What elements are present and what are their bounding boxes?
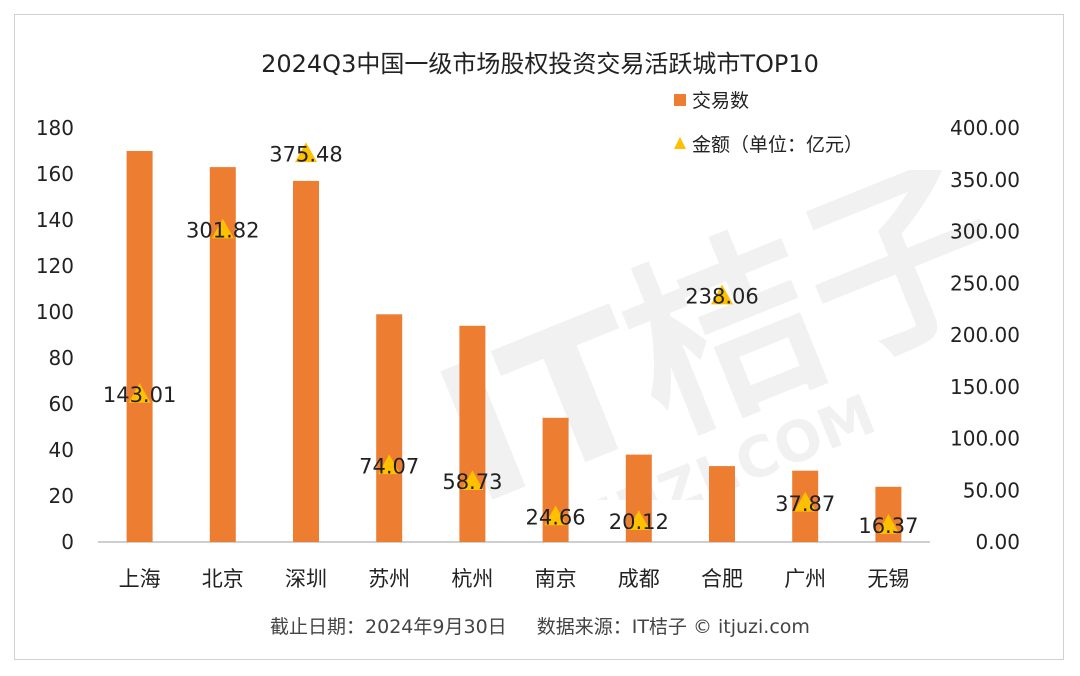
category-label: 深圳: [285, 567, 327, 591]
category-label: 南京: [535, 567, 577, 591]
amount-marker: [711, 284, 733, 305]
category-label: 北京: [202, 567, 244, 591]
right-tick-label: 250.00: [950, 271, 1020, 295]
category-labels: 上海 北京 深圳 苏州 杭州 南京 成都 合肥 广州 无锡: [119, 567, 910, 591]
amount-data-label: 74.07: [359, 454, 419, 478]
bar: [459, 325, 486, 542]
legend: 交易数 金额（单位：亿元）: [674, 90, 863, 156]
amount-marker: [877, 514, 900, 534]
category-label: 无锡: [867, 567, 909, 591]
bar: [126, 151, 153, 542]
right-tick-label: 150.00: [950, 375, 1020, 399]
category-label: 合肥: [701, 567, 743, 591]
left-tick-label: 140: [36, 208, 74, 232]
right-tick-label: 0.00: [975, 530, 1020, 554]
right-tick-label: 300.00: [950, 220, 1020, 244]
left-tick-label: 80: [49, 346, 74, 370]
amount-marker: [794, 491, 817, 512]
category-label: 苏州: [368, 567, 410, 591]
footer-source: 数据来源：IT桔子 © itjuzi.com: [536, 616, 810, 638]
amount-marker: [295, 142, 317, 163]
legend-marker-label: 金额（单位：亿元）: [692, 134, 863, 156]
category-label: 上海: [119, 567, 161, 591]
left-tick-label: 180: [36, 116, 74, 140]
left-axis: 0 20 40 60 80 100 120 140 160 180: [36, 116, 74, 554]
amount-marker: [544, 505, 567, 526]
category-label: 成都: [618, 567, 660, 591]
amount-data-label: 37.87: [775, 492, 835, 516]
amount-marker: [378, 454, 401, 475]
amount-data-label: 16.37: [858, 514, 918, 538]
chart-frame: [14, 14, 1064, 660]
left-tick-label: 100: [36, 300, 74, 324]
right-tick-label: 400.00: [950, 116, 1020, 140]
legend-bar-label: 交易数: [692, 90, 749, 112]
bar: [376, 314, 403, 542]
chart-title: 2024Q3中国一级市场股权投资交易活跃城市TOP10: [261, 50, 819, 78]
amount-data-label: 24.66: [526, 505, 586, 529]
amount-data-label: 238.06: [685, 285, 758, 309]
right-tick-label: 200.00: [950, 323, 1020, 347]
category-label: 杭州: [451, 567, 493, 591]
amount-data-label: 143.01: [103, 383, 176, 407]
left-tick-label: 0: [61, 530, 74, 554]
amount-marker: [211, 218, 234, 239]
right-tick-label: 350.00: [950, 168, 1020, 192]
legend-marker-swatch: [674, 137, 686, 149]
bar: [293, 180, 319, 542]
category-label: 广州: [784, 567, 826, 591]
amount-marker: [627, 510, 650, 530]
left-tick-label: 60: [49, 392, 74, 416]
amount-data-label: 301.82: [186, 219, 259, 243]
left-tick-label: 20: [49, 484, 74, 508]
legend-bar-swatch: [674, 94, 686, 106]
amount-marker: [128, 382, 151, 403]
right-tick-label: 50.00: [963, 478, 1020, 502]
left-tick-label: 160: [36, 162, 74, 186]
footer: 截止日期：2024年9月30日 数据来源：IT桔子 © itjuzi.com: [0, 612, 1080, 639]
amount-data-label: 20.12: [609, 510, 669, 534]
bar-series: [126, 151, 902, 542]
marker-series: 143.01 301.82 375.48 74.07 58.73 24.66 20.12 23…: [103, 142, 918, 538]
left-tick-label: 120: [36, 254, 74, 278]
footer-date: 截止日期：2024年9月30日: [270, 616, 507, 638]
amount-data-label: 375.48: [269, 142, 342, 166]
amount-data-label: 58.73: [442, 470, 502, 494]
right-tick-label: 100.00: [950, 427, 1020, 451]
bar: [709, 466, 735, 542]
left-tick-label: 40: [49, 438, 74, 462]
right-axis: 0.00 50.00 100.00 150.00 200.00 250.00 300.00 3…: [950, 116, 1020, 554]
amount-marker: [461, 470, 484, 491]
